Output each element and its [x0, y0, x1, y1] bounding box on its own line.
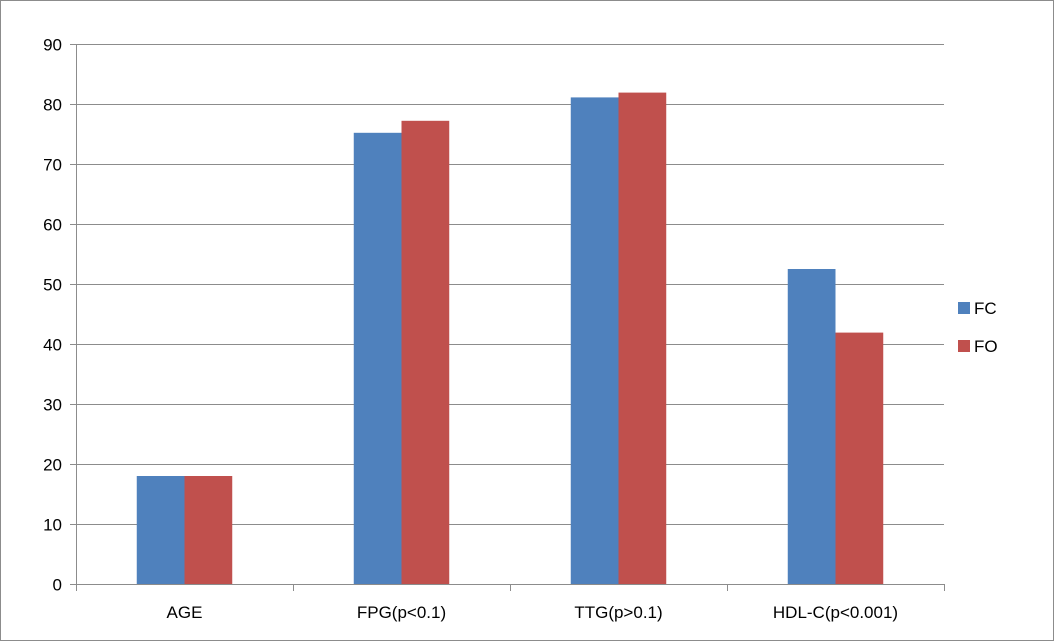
x-category-labels: AGE FPG(p<0.1) TTG(p>0.1) HDL-C(p<0.001)	[167, 603, 899, 622]
legend-label-fc: FC	[974, 299, 997, 318]
bars	[136, 92, 884, 585]
bar-fo-2	[618, 92, 667, 584]
x-category-label: FPG(p<0.1)	[357, 603, 446, 622]
y-tick-label: 50	[43, 276, 62, 295]
bar-fc-3	[787, 269, 836, 584]
y-tick-labels: 0 10 20 30 40 50 60 70 80 90	[43, 36, 62, 595]
y-tick-label: 0	[53, 576, 62, 595]
y-tick-label: 10	[43, 516, 62, 535]
y-tick-label: 20	[43, 456, 62, 475]
x-category-label: TTG(p>0.1)	[574, 603, 662, 622]
bar-fo-0	[184, 476, 233, 584]
y-tick-label: 30	[43, 396, 62, 415]
bar-fo-1	[401, 120, 450, 585]
y-tick-label: 70	[43, 156, 62, 175]
bar-fc-1	[353, 132, 402, 585]
legend-swatch-fc	[958, 302, 970, 314]
y-tick-label: 40	[43, 336, 62, 355]
x-category-label: AGE	[167, 603, 203, 622]
legend-label-fo: FO	[974, 337, 998, 356]
bar-fc-0	[136, 476, 185, 584]
axes	[70, 44, 945, 591]
y-tick-label: 60	[43, 216, 62, 235]
bar-fc-2	[570, 97, 619, 585]
y-tick-label: 90	[43, 36, 62, 55]
bar-fo-3	[835, 332, 884, 584]
x-category-label: HDL-C(p<0.001)	[773, 603, 898, 622]
y-tick-label: 80	[43, 96, 62, 115]
legend-swatch-fo	[958, 340, 970, 352]
legend: FC FO	[958, 299, 998, 356]
